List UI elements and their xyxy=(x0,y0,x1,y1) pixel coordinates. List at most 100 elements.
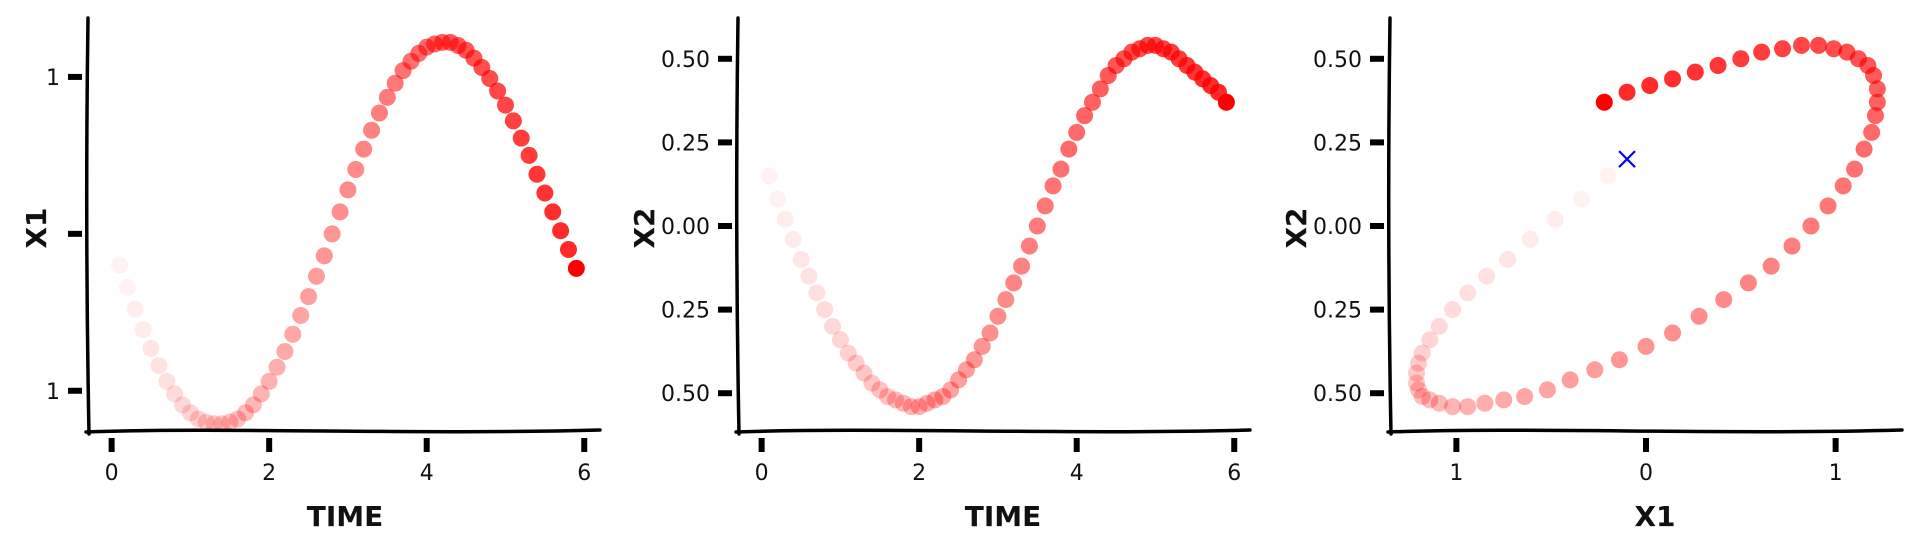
data-point xyxy=(1430,317,1448,335)
data-point xyxy=(1825,40,1843,58)
y-axis-title: X1 xyxy=(20,207,53,248)
data-point xyxy=(378,88,396,106)
data-point xyxy=(1783,237,1801,255)
data-point xyxy=(1595,93,1613,111)
x-tick-label: 6 xyxy=(577,461,591,486)
data-point xyxy=(134,321,152,339)
data-point xyxy=(839,344,857,362)
data-point xyxy=(855,364,873,382)
data-point xyxy=(536,184,554,202)
data-point xyxy=(229,410,247,428)
data-point xyxy=(934,388,952,406)
data-point xyxy=(166,385,184,403)
data-point xyxy=(1444,398,1462,416)
data-point xyxy=(559,241,577,259)
data-point xyxy=(1478,267,1496,285)
data-point xyxy=(1834,177,1852,195)
data-point xyxy=(355,140,373,158)
data-point xyxy=(237,404,255,422)
data-point xyxy=(1838,43,1856,61)
data-point xyxy=(1476,394,1494,412)
data-point xyxy=(989,307,1007,325)
y-axis-line xyxy=(84,16,91,436)
data-point xyxy=(808,284,826,302)
data-point xyxy=(1091,80,1109,98)
data-point xyxy=(1421,331,1439,349)
data-point xyxy=(504,112,522,130)
data-point xyxy=(1421,391,1439,409)
data-point xyxy=(1855,140,1873,158)
data-point xyxy=(1868,80,1886,98)
data-point xyxy=(1762,257,1780,275)
y-tick-label: 1 xyxy=(46,66,60,91)
data-point xyxy=(339,181,357,199)
data-point xyxy=(997,291,1015,309)
data-point xyxy=(1459,398,1477,416)
panel-x2-vs-time: X2 TIME 0 2 4 6 0.50 0.25 0.00 0.25 0.50 xyxy=(628,16,1252,533)
data-point xyxy=(1732,50,1750,68)
y-tick-label: 0.50 xyxy=(1313,48,1362,73)
x-tick-label: 0 xyxy=(755,461,769,486)
scatter-points xyxy=(111,33,585,433)
x-axis-title: X1 xyxy=(1634,500,1675,533)
y-tick-label: 1 xyxy=(46,380,60,405)
data-point xyxy=(370,104,388,122)
x-axis-line xyxy=(734,428,1252,434)
data-point xyxy=(268,358,286,376)
data-point xyxy=(118,278,136,296)
data-point xyxy=(1546,210,1564,228)
x-axis-line xyxy=(1386,428,1904,434)
tick-group: 0 2 4 6 0.50 0.25 0.00 0.25 0.50 xyxy=(661,48,1241,486)
data-point xyxy=(1637,337,1655,355)
data-point xyxy=(792,250,810,268)
data-point xyxy=(1641,77,1659,95)
y-tick-label: 0.25 xyxy=(1313,131,1362,156)
data-point xyxy=(552,222,570,240)
data-point xyxy=(386,74,404,92)
x-tick-label: 6 xyxy=(1227,461,1241,486)
tick-group: 0 2 4 6 1 1 xyxy=(46,66,591,486)
data-point xyxy=(1709,56,1727,74)
data-point xyxy=(142,339,160,357)
x-tick-label: 4 xyxy=(1070,461,1084,486)
data-point xyxy=(965,351,983,369)
data-point xyxy=(1076,107,1094,125)
data-point xyxy=(1217,93,1235,111)
data-point xyxy=(1521,230,1539,248)
panel-x1-vs-time: X1 TIME 0 2 4 6 1 1 xyxy=(20,16,602,533)
data-point xyxy=(926,391,944,409)
data-point xyxy=(126,300,144,318)
y-axis-title: X2 xyxy=(1280,207,1313,248)
data-point xyxy=(1083,93,1101,111)
data-point xyxy=(1753,43,1771,61)
data-point xyxy=(950,371,968,389)
data-point xyxy=(292,306,310,324)
data-point xyxy=(1538,381,1556,399)
data-point xyxy=(761,167,779,185)
current-state-marker xyxy=(1618,150,1636,168)
x-tick-label: 2 xyxy=(912,461,926,486)
y-axis-line xyxy=(1386,16,1393,436)
scatter-points xyxy=(1408,36,1886,416)
data-point xyxy=(1036,197,1054,215)
x-axis-line xyxy=(84,428,602,434)
data-point xyxy=(1068,123,1086,141)
data-point xyxy=(1866,107,1884,125)
data-point xyxy=(1561,371,1579,389)
data-point xyxy=(973,337,991,355)
y-tick-label: 0.00 xyxy=(1313,215,1362,240)
data-point xyxy=(1499,250,1517,268)
data-point xyxy=(1052,160,1070,178)
data-point xyxy=(347,161,365,179)
data-point xyxy=(1573,190,1591,208)
data-point xyxy=(1664,324,1682,342)
x-axis-title: TIME xyxy=(965,500,1042,533)
y-axis-line xyxy=(734,16,741,436)
data-point xyxy=(879,388,897,406)
data-point xyxy=(150,357,168,375)
data-point xyxy=(1409,381,1427,399)
data-point xyxy=(831,331,849,349)
data-point xyxy=(1444,301,1462,319)
data-point xyxy=(1715,291,1733,309)
data-point xyxy=(300,288,318,306)
